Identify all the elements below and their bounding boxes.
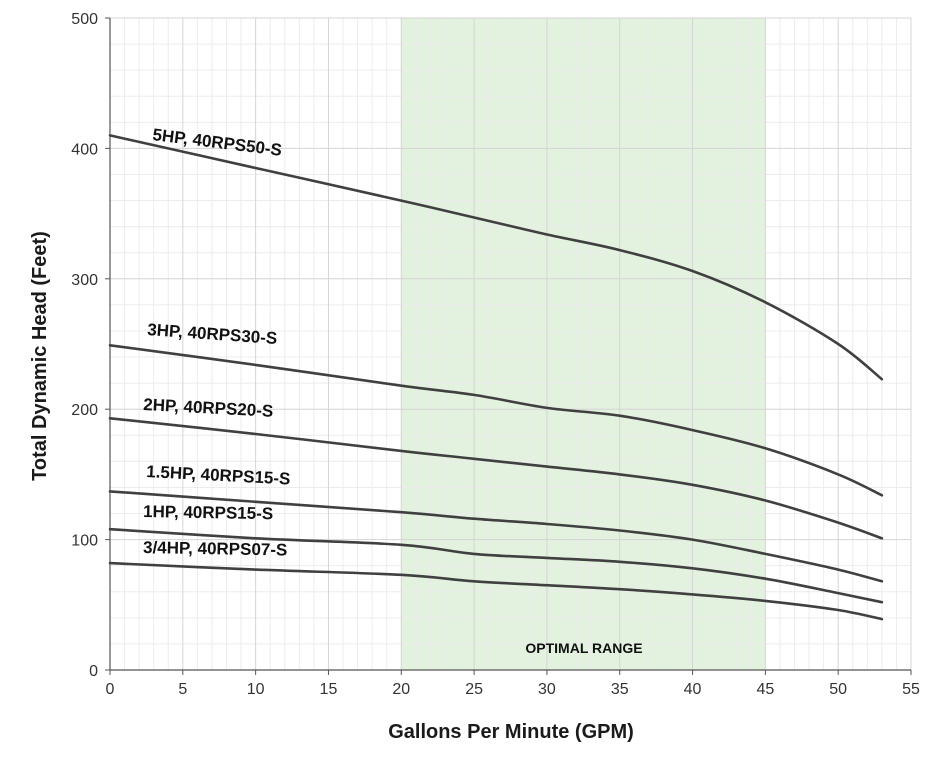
x-tick-label: 15 [320,681,338,698]
pump-curve-line [108,417,884,540]
series-label: 1HP, 40RPS15-S [143,502,273,523]
y-tick-label: 400 [71,141,98,158]
y-tick-label: 100 [71,533,98,550]
x-tick-label: 10 [247,681,265,698]
x-tick-label: 45 [756,681,774,698]
series-label: 1.5HP, 40RPS15-S [146,462,291,489]
x-tick-label: 35 [611,681,629,698]
pump-curve-line [108,344,884,497]
y-tick-label: 300 [71,272,98,289]
x-tick-label: 50 [829,681,847,698]
series-label: 2HP, 40RPS20-S [143,395,274,421]
pump-curves [108,134,884,621]
x-tick-label: 25 [465,681,483,698]
optimal-range-rect [401,18,766,670]
y-tick-label: 500 [71,11,98,28]
series-label: 5HP, 40RPS50-S [152,125,283,160]
x-axis-title: Gallons Per Minute (GPM) [388,721,634,743]
x-tick-label: 0 [106,681,115,698]
y-tick-label: 200 [71,402,98,419]
x-tick-label: 5 [178,681,187,698]
tick-labels: 0 5 10 15 20 25 30 35 40 45 50 55 0 100 200 300 400 500 [71,11,920,698]
pump-curve-line [108,134,884,381]
y-tick-label: 0 [89,663,98,680]
x-tick-label: 30 [538,681,556,698]
pump-curve-line [108,561,884,621]
minor-gridlines [110,18,911,670]
optimal-range-label: OPTIMAL RANGE [525,640,642,656]
pump-curve-line [108,490,884,583]
y-axis-title: Total Dynamic Head (Feet) [29,231,51,481]
pump-curve-line [108,527,884,604]
x-tick-label: 40 [684,681,702,698]
optimal-range-band [401,18,766,670]
series-label: 3/4HP, 40RPS07-S [143,538,288,560]
x-tick-label: 20 [392,681,410,698]
x-tick-label: 55 [902,681,920,698]
